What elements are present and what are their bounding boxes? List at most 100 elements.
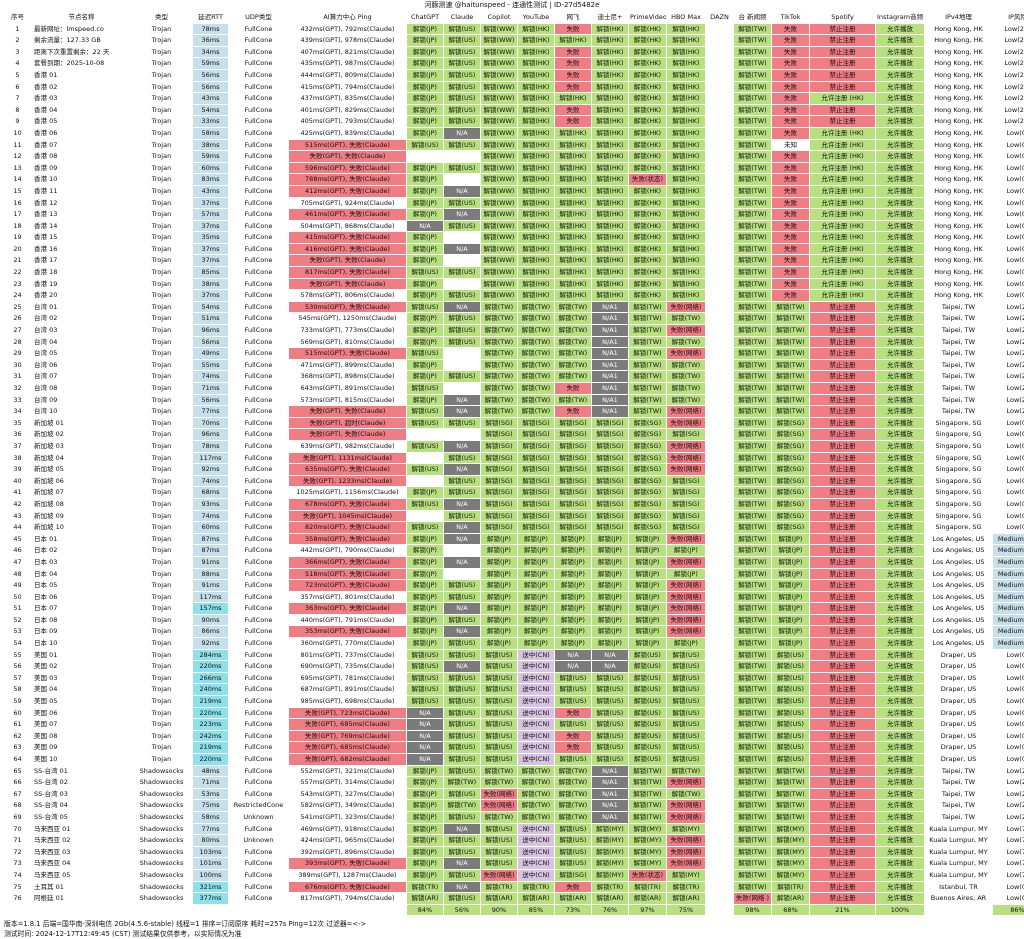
table-cell: Unknown [229,811,289,823]
table-cell: 解锁(SG) [481,440,518,452]
table-cell: Low(0) [993,498,1024,510]
table-cell: Taipei, TW [925,811,993,823]
table-cell: Trojan [131,754,193,766]
table-cell: 香港 18 [33,267,131,279]
table-cell: 解锁(SG) [592,417,629,429]
table-cell: 解锁(TW) [734,858,772,870]
table-cell: Los Angeles, US [925,591,993,603]
table-cell: 8 [3,104,33,116]
table-cell: Shadowsocks [131,869,193,881]
table-cell: 解锁(TW) [629,394,667,406]
table-cell: Trojan [131,243,193,255]
table-cell: 解锁(SG) [629,452,667,464]
table-cell: 日本 03 [33,556,131,568]
column-header: IP风险 [993,12,1024,24]
table-cell [706,846,734,858]
column-header: DAZN [706,12,734,24]
table-cell: 解锁(HK) [555,185,592,197]
table-cell: 242ms [193,730,229,742]
column-header: Instagram音频 [876,12,925,24]
table-cell: 解锁(JP) [629,533,667,545]
table-cell: 禁止注册 [810,754,876,766]
table-cell: 解锁(WW) [481,162,518,174]
table-cell: 解锁(SG) [667,510,706,522]
table-cell: 解锁(MY) [592,858,629,870]
table-cell: 解锁(WW) [481,243,518,255]
table-cell: 解锁(US) [407,406,444,418]
table-cell: 允许播放 [876,336,925,348]
table-cell: 美国 10 [33,754,131,766]
table-cell: 允许播放 [876,568,925,580]
table-cell: 禁止注册 [810,730,876,742]
table-cell: FullCone [229,185,289,197]
table-cell: 解锁(TW) [734,139,772,151]
table-cell: 解锁(HK) [629,220,667,232]
table-cell: 解锁(JP) [518,580,555,592]
table-cell: 117ms [193,591,229,603]
table-cell: N/A1 [592,811,629,823]
table-cell: N/A [444,301,481,313]
table-cell [706,35,734,47]
table-cell: 38 [3,452,33,464]
table-cell: Low(7) [993,858,1024,870]
table-cell: 解锁(SG) [555,522,592,534]
table-cell: 34ms [193,46,229,58]
table-cell: 失败(GPT), 失败(Claude) [289,255,407,267]
table-cell: 解锁(SG) [555,440,592,452]
table-cell: 解锁(TR) [518,881,555,893]
table-cell: Low(0) [993,139,1024,151]
table-cell: 70ms [193,417,229,429]
table-cell: 解锁(SG) [555,429,592,441]
table-cell: Shadowsocks [131,765,193,777]
table-cell: Hong Kong, HK [925,162,993,174]
table-cell [706,69,734,81]
table-cell: 解锁(US) [444,371,481,383]
table-cell: 失败(GPT), 1131ms(Claude) [289,452,407,464]
table-cell: Low(0) [993,255,1024,267]
table-cell: 57 [3,672,33,684]
table-cell: FullCone [229,545,289,557]
table-cell: 解锁(HK) [592,232,629,244]
column-header: YouTube [518,12,555,24]
table-cell: 解锁(HK) [629,23,667,35]
table-cell: Kuala Lumpur, MY [925,823,993,835]
table-cell: 71 [3,835,33,847]
table-cell: 解锁(TW) [481,301,518,313]
table-cell: 220ms [193,754,229,766]
table-cell: 357ms(GPT), 801ms(Claude) [289,591,407,603]
table-cell: 77ms [193,406,229,418]
table-cell: 解锁(US) [592,742,629,754]
table-cell: 台湾 06 [33,359,131,371]
table-cell: 解锁(US) [481,835,518,847]
table-cell: 送中(CN) [518,707,555,719]
table-cell: 解锁(US) [629,684,667,696]
table-cell: FullCone [229,788,289,800]
table-cell: 解锁(SG) [629,487,667,499]
table-cell: 解锁(US) [407,417,444,429]
table-cell: 解锁(TR) [407,881,444,893]
table-cell: 366ms(GPT), 失败(Claude) [289,556,407,568]
table-cell: 禁止注册 [810,649,876,661]
table-cell: 解锁(SG) [518,417,555,429]
table-cell: 解锁(TW) [734,336,772,348]
table-cell: FullCone [229,197,289,209]
table-cell: 解锁(HK) [555,209,592,221]
table-cell: Low(7) [993,846,1024,858]
table-cell: 解锁(JP) [407,46,444,58]
table-cell: 台湾 07 [33,371,131,383]
table-cell: FullCone [229,325,289,337]
table-cell: 71ms [193,383,229,395]
table-cell: 解锁(TW) [555,359,592,371]
table-cell: 允许注册 (HK) [810,290,876,302]
table-cell: 220ms [193,661,229,673]
table-cell: 解锁(TW) [667,371,706,383]
table-cell: Trojan [131,58,193,70]
table-cell: Trojan [131,452,193,464]
table-cell: 解锁(HK) [629,116,667,128]
table-cell: 69 [3,811,33,823]
